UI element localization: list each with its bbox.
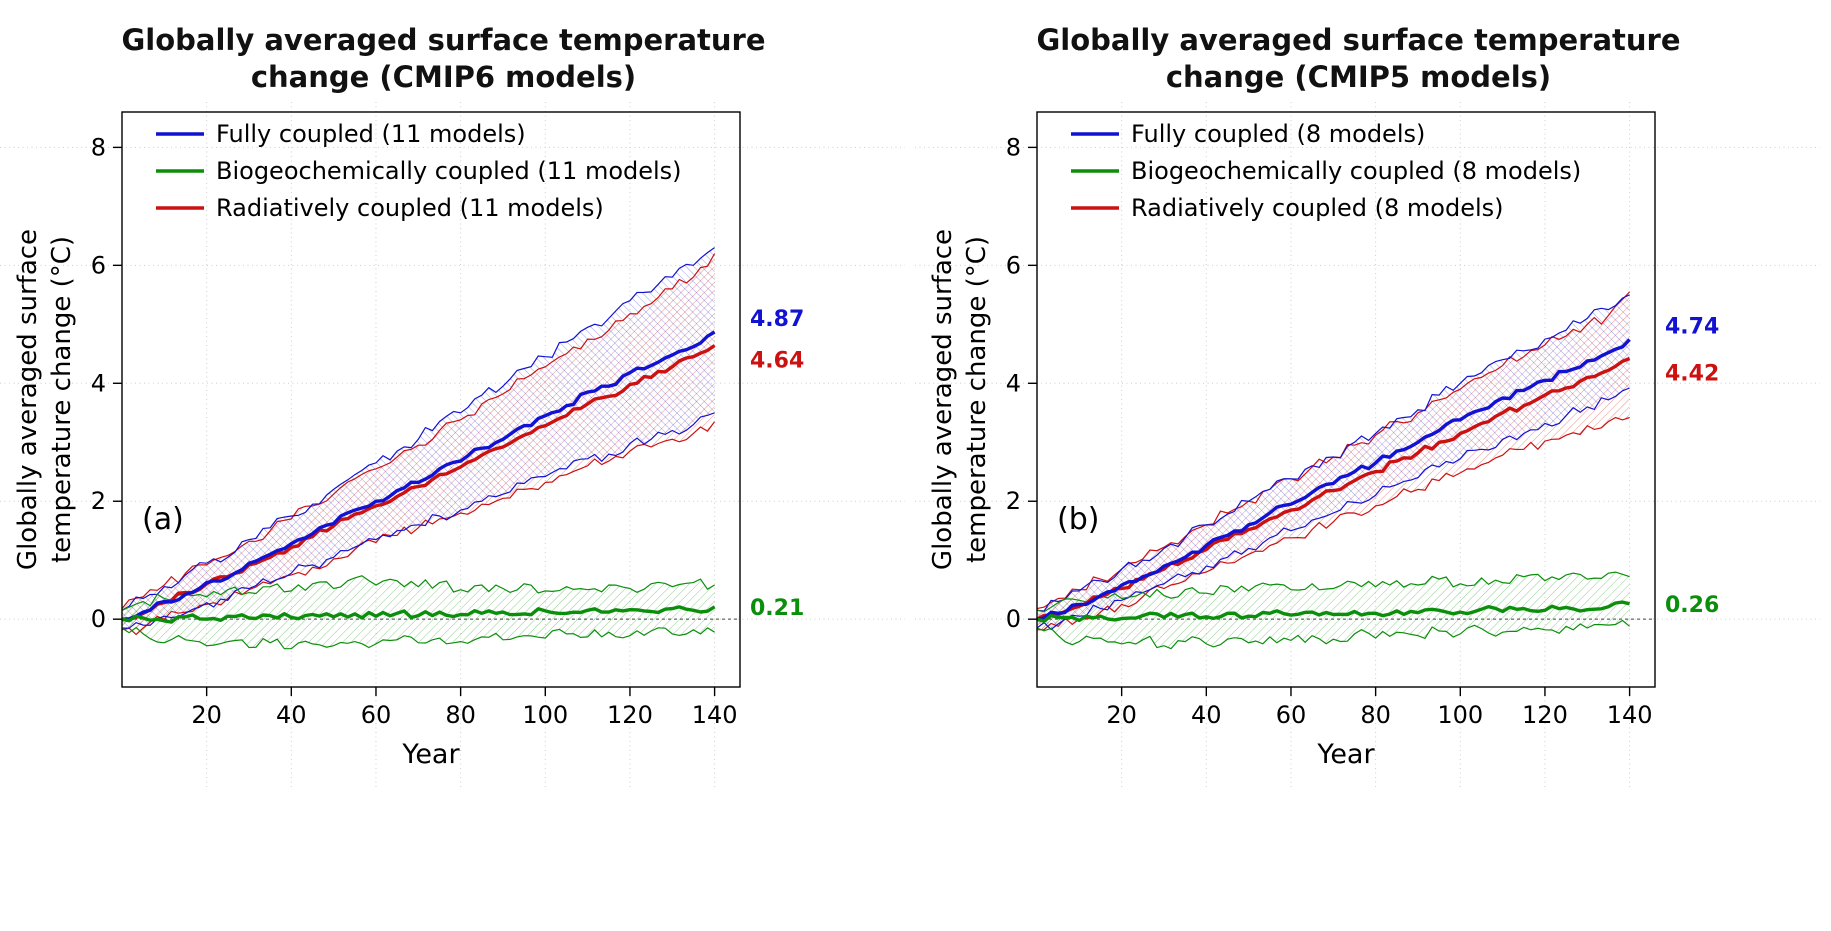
band-lower-radiatively_coupled	[121, 421, 716, 636]
x-tick-label: 80	[445, 701, 476, 729]
x-axis-label: Year	[1316, 739, 1375, 770]
y-axis-label-line2: temperature change (°C)	[47, 236, 77, 563]
band-lower-fully_coupled	[1036, 387, 1630, 631]
y-tick-label: 8	[1006, 133, 1021, 161]
band-biogeochemically_coupled	[1037, 572, 1630, 649]
x-tick-label: 120	[607, 701, 653, 729]
panel-b-title: Globally averaged surface temperature ch…	[901, 22, 1816, 96]
end-value-fully_coupled: 4.74	[1665, 314, 1719, 339]
uncertainty-bands	[122, 247, 715, 649]
band-lower-biogeochemically_coupled	[121, 626, 715, 650]
x-tick-label: 140	[1607, 701, 1653, 729]
x-tick-label: 20	[1106, 701, 1137, 729]
y-axis-label-line1: Globally averaged surface	[928, 229, 958, 570]
x-tick-label: 100	[1437, 701, 1483, 729]
band-upper-biogeochemically_coupled	[121, 575, 715, 611]
y-tick-label: 6	[91, 251, 106, 279]
legend-label: Radiatively coupled (8 models)	[1131, 194, 1504, 222]
band-lower-radiatively_coupled	[1036, 416, 1630, 631]
band-upper-biogeochemically_coupled	[1036, 571, 1630, 613]
band-lower-fully_coupled	[121, 412, 715, 629]
x-tick-label: 100	[522, 701, 568, 729]
band-upper-radiatively_coupled	[121, 253, 716, 609]
y-axis-label-line2: temperature change (°C)	[962, 236, 992, 563]
x-axis-label: Year	[401, 739, 460, 770]
legend: Fully coupled (11 models) Biogeochemicall…	[156, 120, 682, 222]
panel-a-title-line1: Globally averaged surface temperature	[121, 23, 766, 57]
mean-lines	[1036, 338, 1631, 623]
mean-line-radiatively_coupled	[122, 344, 716, 621]
mean-line-fully_coupled	[121, 330, 716, 621]
x-tick-label: 80	[1360, 701, 1391, 729]
legend: Fully coupled (8 models) Biogeochemically…	[1071, 120, 1581, 222]
band-biogeochemically_coupled	[122, 575, 715, 649]
mean-line-biogeochemically_coupled	[121, 605, 716, 624]
mean-lines	[121, 330, 716, 624]
band-upper-radiatively_coupled	[1036, 291, 1631, 610]
band-edges	[121, 247, 716, 650]
y-tick-label: 4	[91, 369, 106, 397]
y-tick-label: 0	[1006, 605, 1021, 633]
plot-border	[121, 111, 741, 688]
legend-label: Fully coupled (8 models)	[1131, 120, 1425, 148]
axes: 20 40 60 80 100 120 140 0 2 4 6 8	[91, 111, 741, 729]
x-tick-label: 140	[692, 701, 738, 729]
x-tick-label: 40	[276, 701, 307, 729]
panel-b-chart: 20 40 60 80 100 120 140 0 2 4 6 8 Year Globally avera…	[915, 102, 1820, 790]
x-tick-label: 120	[1522, 701, 1568, 729]
panel-b-title-line1: Globally averaged surface temperature	[1036, 23, 1681, 57]
x-tick-label: 40	[1191, 701, 1222, 729]
panel-a: Globally averaged surface temperature ch…	[0, 22, 915, 790]
band-edges	[1036, 291, 1631, 650]
legend-label: Biogeochemically coupled (8 models)	[1131, 157, 1581, 185]
band-upper-fully_coupled	[121, 247, 715, 611]
figure: Globally averaged surface temperature ch…	[0, 22, 1830, 790]
y-tick-label: 4	[1006, 369, 1021, 397]
end-value-biogeochemically_coupled: 0.21	[750, 596, 804, 621]
panel-a-title-line2: change (CMIP6 models)	[250, 60, 637, 94]
uncertainty-bands	[1037, 291, 1630, 649]
y-tick-label: 8	[91, 133, 106, 161]
end-value-radiatively_coupled: 4.42	[1665, 362, 1719, 387]
mean-line-fully_coupled	[1036, 338, 1631, 621]
y-axis-label-line1: Globally averaged surface	[13, 229, 43, 570]
chart-svg-0: 20 40 60 80 100 120 140 0 2 4 6 8 Year Globally avera…	[0, 102, 905, 790]
end-value-biogeochemically_coupled: 0.26	[1665, 593, 1719, 618]
end-value-radiatively_coupled: 4.64	[750, 349, 804, 374]
panel-letter: (a)	[142, 502, 184, 537]
panel-b-title-line2: change (CMIP5 models)	[1165, 60, 1552, 94]
band-fully_coupled	[1037, 294, 1630, 630]
end-value-fully_coupled: 4.87	[750, 307, 804, 332]
x-tick-label: 20	[191, 701, 222, 729]
panel-b: Globally averaged surface temperature ch…	[915, 22, 1830, 790]
y-tick-label: 6	[1006, 251, 1021, 279]
axes: 20 40 60 80 100 120 140 0 2 4 6 8	[1006, 111, 1656, 729]
panel-a-chart: 20 40 60 80 100 120 140 0 2 4 6 8 Year Globally avera…	[0, 102, 905, 790]
band-lower-biogeochemically_coupled	[1036, 619, 1630, 650]
chart-svg-1: 20 40 60 80 100 120 140 0 2 4 6 8 Year Globally avera…	[915, 102, 1820, 790]
x-tick-label: 60	[1276, 701, 1307, 729]
y-tick-label: 2	[1006, 487, 1021, 515]
band-upper-fully_coupled	[1036, 294, 1630, 612]
y-tick-label: 2	[91, 487, 106, 515]
legend-label: Radiatively coupled (11 models)	[216, 194, 604, 222]
legend-label: Fully coupled (11 models)	[216, 120, 526, 148]
legend-label: Biogeochemically coupled (11 models)	[216, 157, 682, 185]
plot-border	[1036, 111, 1656, 688]
mean-line-biogeochemically_coupled	[1036, 600, 1630, 623]
panel-a-title: Globally averaged surface temperature ch…	[0, 22, 901, 96]
x-tick-label: 60	[361, 701, 392, 729]
band-fully_coupled	[122, 247, 715, 629]
panel-letter: (b)	[1057, 502, 1099, 537]
y-tick-label: 0	[91, 605, 106, 633]
